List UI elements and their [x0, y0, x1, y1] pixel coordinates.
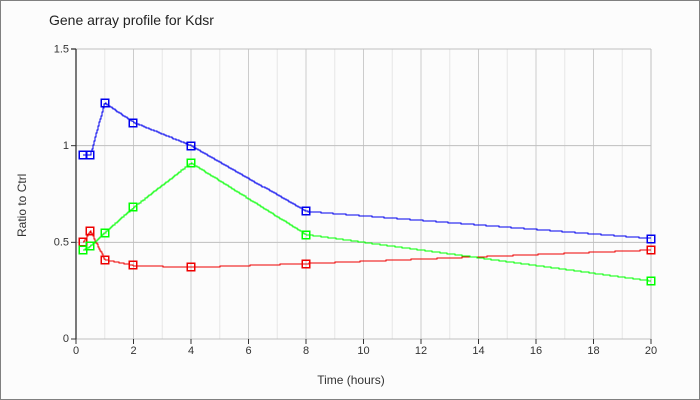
svg-text:20: 20: [645, 345, 657, 357]
svg-text:14: 14: [472, 345, 484, 357]
svg-text:0: 0: [73, 345, 79, 357]
svg-text:0: 0: [63, 333, 69, 345]
svg-text:8: 8: [303, 345, 309, 357]
svg-text:10: 10: [357, 345, 369, 357]
svg-text:18: 18: [587, 345, 599, 357]
svg-text:12: 12: [415, 345, 427, 357]
svg-text:6: 6: [245, 345, 251, 357]
svg-text:1.5: 1.5: [54, 44, 69, 56]
svg-text:2: 2: [130, 345, 136, 357]
svg-text:4: 4: [188, 345, 194, 357]
svg-text:0.5: 0.5: [54, 237, 69, 249]
svg-text:16: 16: [530, 345, 542, 357]
svg-text:1: 1: [63, 140, 69, 152]
